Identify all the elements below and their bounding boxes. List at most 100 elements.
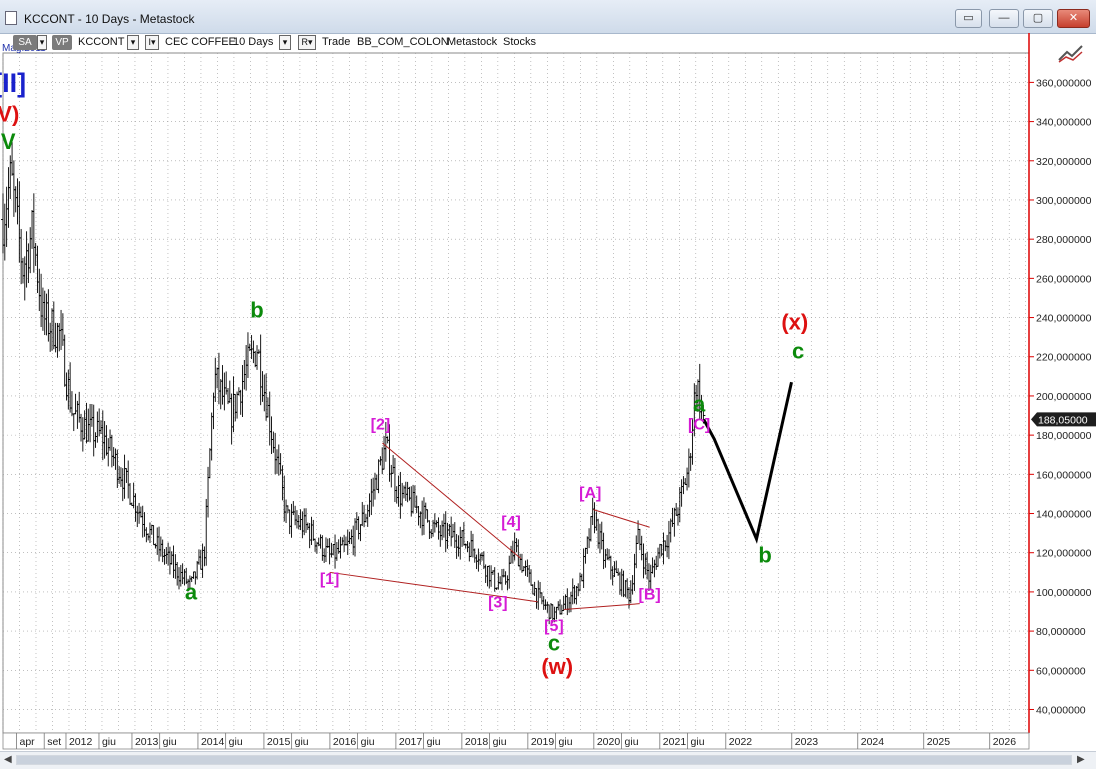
wave-label: c — [548, 631, 560, 656]
y-tick-label: 220,000000 — [1036, 352, 1092, 364]
plot-area — [2, 52, 1030, 734]
x-tick-label: 2020 — [597, 736, 621, 748]
x-tick-label: 2023 — [795, 736, 819, 748]
x-tick-label: giu — [559, 736, 573, 748]
y-tick-label: 200,000000 — [1036, 391, 1092, 403]
minimize-button[interactable]: — — [989, 9, 1019, 28]
y-tick-label: 40,000000 — [1036, 704, 1086, 716]
source-label: BB_COM_COLON — [357, 36, 449, 48]
wave-label: [5] — [544, 618, 564, 635]
wave-label: [4] — [501, 514, 521, 531]
trade-label[interactable]: Trade — [322, 36, 351, 48]
x-tick-label: giu — [102, 736, 116, 748]
x-tick-label: giu — [361, 736, 375, 748]
chart-tool-icon[interactable] — [1056, 42, 1086, 66]
scroll-track[interactable] — [16, 755, 1072, 765]
projection-path[interactable] — [702, 381, 793, 544]
trend-line — [593, 509, 650, 528]
scroll-right-icon[interactable]: ▶ — [1077, 754, 1085, 765]
sa-dropdown-icon[interactable]: ▾ — [37, 35, 47, 50]
last-price-label: 188,05000 — [1038, 414, 1088, 426]
category-label: Stocks — [503, 36, 537, 48]
y-tick-label: 360,000000 — [1036, 77, 1092, 89]
wave-label: [1] — [320, 571, 340, 588]
window-title: KCCONT - 10 Days - Metastock — [24, 12, 195, 26]
security-name: CEC COFFEE — [165, 36, 236, 48]
window-titlebar: KCCONT - 10 Days - Metastock ▭ — ▢ ✕ — [0, 0, 1096, 34]
wave-label: [2] — [371, 416, 391, 433]
trend-line — [329, 571, 538, 603]
wave-label: V) — [0, 102, 19, 127]
x-tick-label: giu — [295, 736, 309, 748]
x-tick-label: 2013 — [135, 736, 159, 748]
wave-label: a — [185, 580, 198, 605]
symbol-dropdown-icon[interactable]: ▾ — [127, 35, 139, 50]
x-tick-label: 2019 — [531, 736, 555, 748]
provider-label: Metastock — [447, 36, 498, 48]
x-tick-label: 2017 — [399, 736, 423, 748]
period-label: 10 Days — [233, 36, 274, 48]
y-tick-label: 340,000000 — [1036, 117, 1092, 129]
chart-toolbar: Mag.2011 SA ▾ VP KCCONT ▾ I▾ CEC COFFEE … — [0, 34, 1030, 54]
close-button[interactable]: ✕ — [1057, 9, 1090, 28]
wave-label: a — [693, 392, 706, 417]
y-tick-label: 300,000000 — [1036, 195, 1092, 207]
y-tick-label: 60,000000 — [1036, 665, 1086, 677]
x-tick-label: 2022 — [729, 736, 753, 748]
wave-label: (x) — [781, 309, 808, 334]
trend-line — [563, 603, 640, 611]
y-tick-label: 140,000000 — [1036, 509, 1092, 521]
y-tick-label: 260,000000 — [1036, 273, 1092, 285]
document-icon[interactable] — [5, 11, 17, 25]
horizontal-scrollbar[interactable]: ◀ ▶ — [0, 751, 1096, 769]
wave-label: [II] — [0, 68, 26, 98]
trend-lines[interactable] — [329, 442, 650, 611]
maximize-button[interactable]: ▢ — [1023, 9, 1053, 28]
y-tick-label: 80,000000 — [1036, 626, 1086, 638]
wave-label: [3] — [488, 595, 508, 612]
wave-label: b — [250, 298, 263, 323]
x-tick-label: giu — [691, 736, 705, 748]
x-tick-label: 2014 — [201, 736, 225, 748]
wave-label: [B] — [639, 587, 661, 604]
y-tick-label: 180,000000 — [1036, 430, 1092, 442]
x-tick-label: apr — [19, 736, 35, 748]
wave-label: (w) — [541, 654, 573, 679]
symbol-label: KCCONT — [78, 36, 125, 48]
x-tick-label: 2024 — [861, 736, 885, 748]
y-tick-label: 160,000000 — [1036, 469, 1092, 481]
y-tick-label: 240,000000 — [1036, 313, 1092, 325]
x-tick-label: 2018 — [465, 736, 489, 748]
x-tick-label: 2025 — [927, 736, 951, 748]
y-tick-label: 100,000000 — [1036, 587, 1092, 599]
wave-labels[interactable]: [II]V)Vba[1][2][3][4][5]c(w)[A][B]a[C]b(… — [0, 68, 808, 679]
scroll-thumb[interactable] — [17, 756, 1071, 764]
ohlc-bars — [1, 141, 706, 625]
x-tick-label: 2012 — [69, 736, 93, 748]
scroll-left-icon[interactable]: ◀ — [4, 754, 12, 765]
sa-button[interactable]: SA — [13, 35, 37, 50]
vp-button[interactable]: VP — [52, 35, 72, 50]
info-button[interactable]: I▾ — [145, 35, 159, 50]
projection-line — [702, 381, 793, 544]
y-tick-label: 120,000000 — [1036, 548, 1092, 560]
x-tick-label: giu — [163, 736, 177, 748]
refresh-dropdown-icon[interactable]: R▾ — [298, 35, 316, 50]
wave-label: V — [1, 129, 16, 154]
period-dropdown-icon[interactable]: ▾ — [279, 35, 291, 50]
x-tick-label: giu — [493, 736, 507, 748]
chart-grid — [2, 52, 1030, 734]
x-tick-label: 2021 — [663, 736, 687, 748]
wave-label: [A] — [579, 485, 601, 502]
x-tick-label: giu — [229, 736, 243, 748]
y-tick-label: 320,000000 — [1036, 156, 1092, 168]
y-tick-label: 280,000000 — [1036, 234, 1092, 246]
last-price-tag — [1031, 412, 1096, 427]
x-tick-label: giu — [625, 736, 639, 748]
wave-label: b — [758, 543, 771, 568]
x-tick-label: 2015 — [267, 736, 291, 748]
restore-windows-button[interactable]: ▭ — [955, 9, 982, 28]
wave-label: c — [792, 339, 804, 364]
x-tick-label: 2016 — [333, 736, 357, 748]
